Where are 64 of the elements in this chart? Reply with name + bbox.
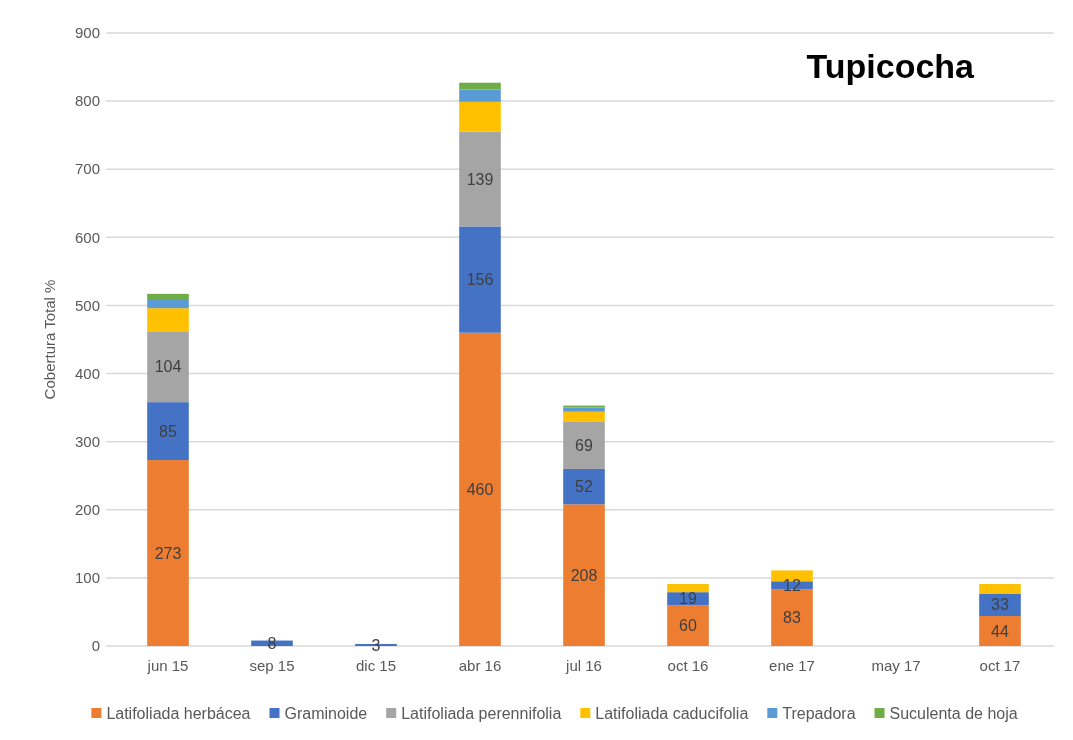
- x-tick-label: jun 15: [146, 657, 189, 674]
- data-label: 33: [991, 596, 1009, 614]
- y-tick-label: 400: [74, 364, 100, 382]
- bar: [147, 300, 189, 309]
- bar: [459, 226, 501, 333]
- data-label: 52: [575, 478, 593, 496]
- data-label: 156: [466, 271, 494, 289]
- bar: [563, 407, 605, 412]
- y-tick-label: 200: [74, 501, 100, 519]
- bar: [563, 411, 605, 422]
- x-tick-label: dic 15: [355, 657, 397, 674]
- y-tick-label: 700: [74, 160, 100, 178]
- legend-label: Latifoliada perennifolia: [401, 704, 562, 722]
- y-axis-title: Cobertura Total %: [41, 279, 58, 400]
- y-tick-label: 100: [74, 569, 100, 587]
- bar: [459, 89, 501, 102]
- data-label: 19: [679, 590, 697, 608]
- y-tick-label: 500: [74, 296, 100, 314]
- bar: [147, 331, 189, 403]
- bar: [147, 402, 189, 461]
- bar: [667, 605, 709, 646]
- legend-label: Trepadora: [782, 704, 856, 722]
- data-label: 85: [159, 422, 177, 440]
- y-tick-label: 0: [91, 637, 100, 655]
- bar: [459, 332, 501, 646]
- bar: [563, 504, 605, 646]
- data-label: 139: [466, 170, 494, 188]
- data-label: 60: [679, 617, 697, 635]
- y-tick-label: 800: [74, 92, 100, 110]
- data-label: 208: [570, 566, 598, 584]
- data-label: 104: [154, 358, 182, 376]
- y-tick-label: 600: [74, 228, 100, 246]
- bar: [563, 421, 605, 469]
- legend-label: Latifoliada caducifolia: [595, 704, 749, 722]
- x-tick-label: sep 15: [249, 657, 295, 674]
- data-label: 83: [783, 609, 801, 627]
- bar: [563, 468, 605, 505]
- data-label: 69: [575, 437, 593, 455]
- legend-label: Latifoliada herbácea: [106, 704, 251, 722]
- x-tick-label: ene 17: [769, 657, 815, 674]
- bar: [147, 308, 189, 332]
- bar: [147, 460, 189, 646]
- bar: [459, 131, 501, 227]
- data-label: 44: [991, 622, 1009, 640]
- x-tick-label: oct 16: [667, 657, 709, 674]
- x-tick-label: may 17: [871, 657, 921, 674]
- bar: [563, 405, 605, 408]
- x-tick-label: jul 16: [565, 657, 602, 674]
- y-tick-label: 300: [74, 432, 100, 450]
- bar: [771, 589, 813, 646]
- bar: [667, 584, 709, 593]
- bar: [459, 82, 501, 90]
- x-tick-label: abr 16: [458, 657, 502, 674]
- chart-title: Tupicocha: [806, 47, 976, 85]
- y-tick-label: 900: [74, 24, 100, 42]
- data-label: 273: [154, 544, 182, 562]
- x-tick-label: oct 17: [979, 657, 1021, 674]
- legend-label: Graminoide: [284, 704, 368, 722]
- bar: [979, 616, 1021, 646]
- legend-label: Suculenta de hoja: [889, 704, 1018, 722]
- data-label: 460: [466, 480, 494, 498]
- bar: [979, 584, 1021, 594]
- bar: [459, 101, 501, 132]
- bar: [147, 293, 189, 300]
